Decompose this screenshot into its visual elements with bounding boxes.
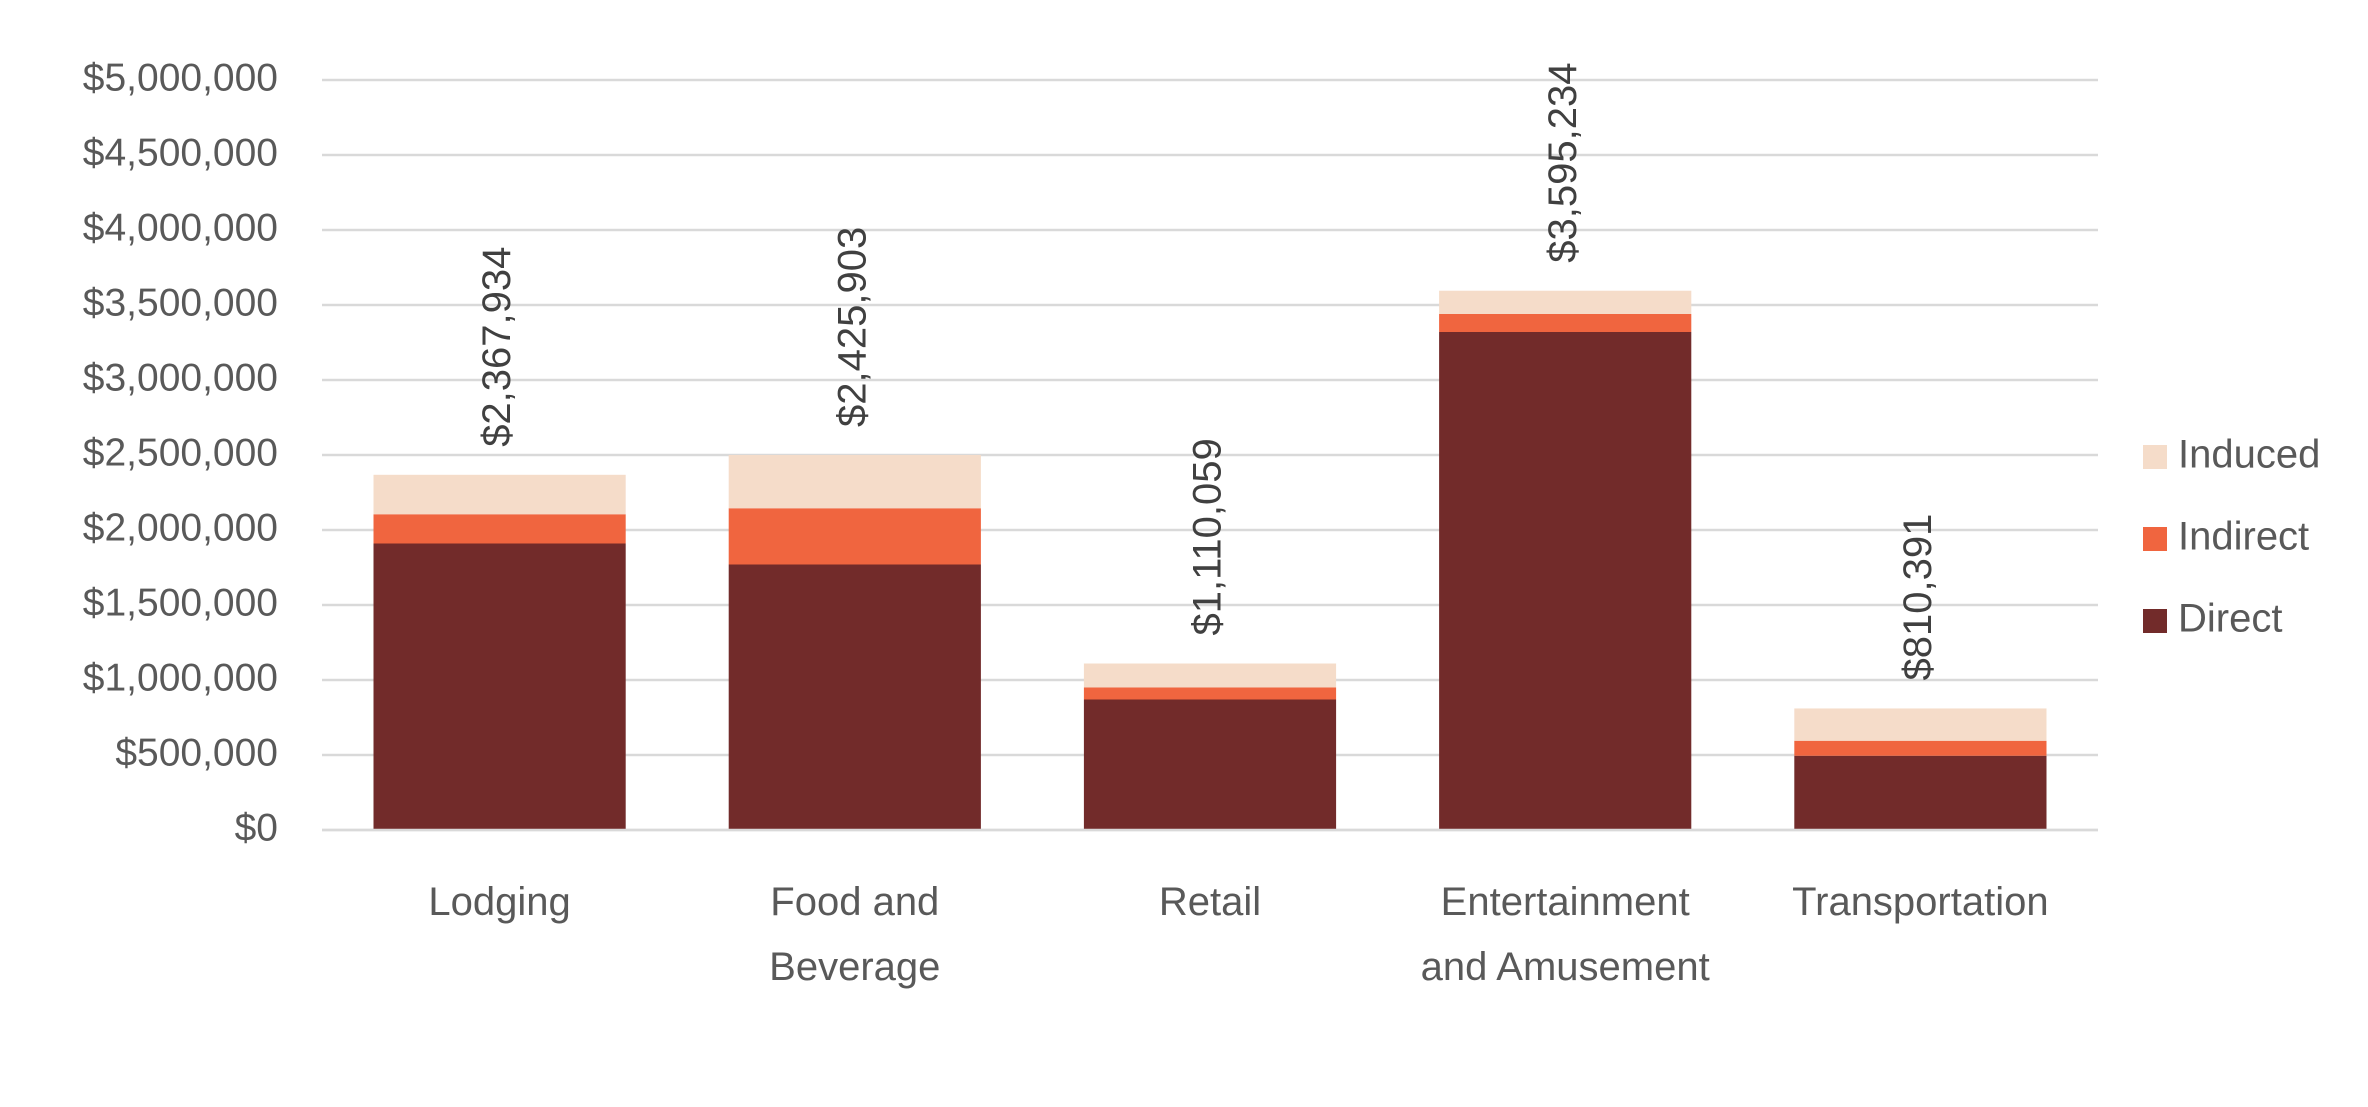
y-tick-label: $500,000: [115, 731, 278, 774]
x-tick-label: Retail: [1158, 880, 1262, 924]
y-tick-label: $0: [235, 806, 278, 849]
y-tick-label: $3,500,000: [83, 281, 278, 324]
y-tick-label: $1,500,000: [83, 581, 278, 624]
bar-segment: [1794, 755, 2047, 830]
legend-label: Induced: [2178, 433, 2320, 477]
bar-segment: [728, 455, 981, 509]
bar-segment: [1439, 314, 1692, 332]
x-tick-label: Food and Beverage: [769, 880, 941, 989]
bar-segment: [1794, 740, 2047, 756]
x-tick-label: Lodging: [428, 880, 571, 924]
total-label: $810,391: [1896, 514, 1940, 681]
total-label: $2,367,934: [475, 247, 519, 447]
y-tick-label: $2,500,000: [83, 431, 278, 474]
y-tick-label: $5,000,000: [83, 56, 278, 99]
legend-label: Indirect: [2178, 515, 2309, 559]
x-tick-label: Transportation: [1792, 880, 2049, 924]
legend-label: Direct: [2178, 597, 2282, 641]
bar-segment: [373, 474, 626, 515]
x-tick-label: Entertainment and Amusement: [1420, 880, 1710, 989]
bar-segment: [373, 543, 626, 830]
bar-segment: [1794, 708, 2047, 741]
bar-segment: [728, 508, 981, 565]
y-tick-label: $4,500,000: [83, 131, 278, 174]
bar-segment: [373, 514, 626, 544]
legend-swatch: [2143, 527, 2167, 551]
bar-segment: [1439, 332, 1692, 830]
y-tick-label: $1,000,000: [83, 656, 278, 699]
legend-swatch: [2143, 445, 2167, 469]
bar-segment: [1083, 663, 1337, 688]
bar-segment: [728, 564, 981, 830]
bar-segment: [1083, 699, 1337, 830]
bar-segment: [1439, 290, 1692, 314]
total-label: $2,425,903: [830, 227, 874, 427]
y-tick-label: $3,000,000: [83, 356, 278, 399]
total-label: $1,110,059: [1186, 438, 1230, 635]
bar-segment: [1083, 687, 1337, 700]
total-label: $3,595,234: [1541, 63, 1585, 263]
legend-swatch: [2143, 609, 2167, 633]
y-tick-label: $2,000,000: [83, 506, 278, 549]
y-tick-label: $4,000,000: [83, 206, 278, 249]
